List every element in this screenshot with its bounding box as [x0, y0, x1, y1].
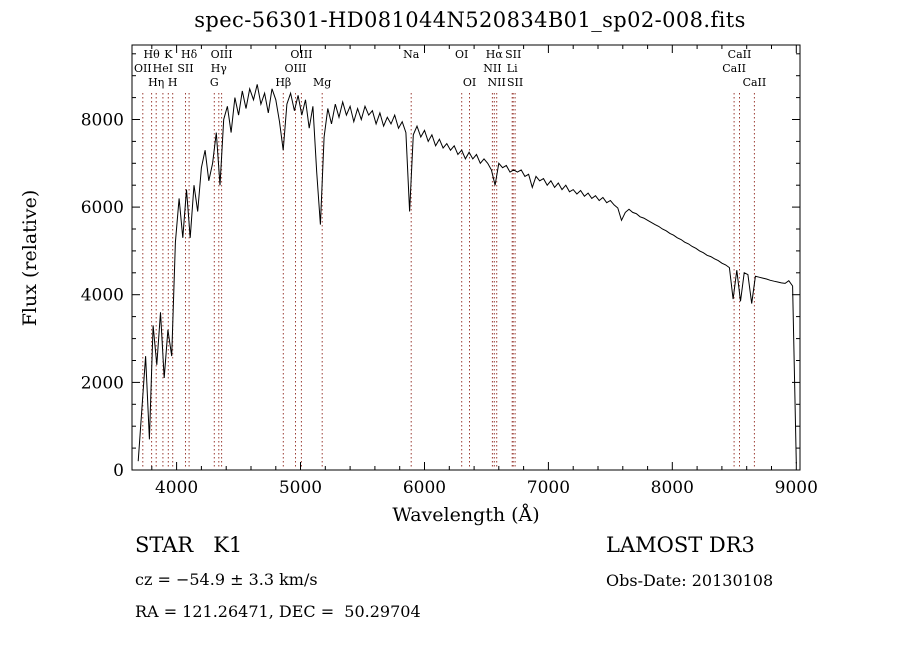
spectral-line-label: NII: [488, 76, 506, 89]
y-tick-label: 4000: [81, 286, 124, 306]
cz-value: cz = −54.9 ± 3.3 km/s: [135, 570, 318, 589]
x-tick-label: 9000: [775, 478, 818, 498]
spectral-line-label: H: [168, 76, 178, 89]
spectral-line-label: G: [210, 76, 219, 89]
spectral-line-label: OIII: [290, 48, 312, 61]
x-tick-label: 6000: [403, 478, 446, 498]
spectral-line-label: OIII: [284, 62, 306, 75]
x-tick-label: 4000: [155, 478, 198, 498]
spectral-line-label: HeI: [153, 62, 173, 75]
survey-label: LAMOST DR3: [606, 533, 755, 557]
spectral-line-label: CaII: [728, 48, 752, 61]
obs-date: Obs-Date: 20130108: [606, 571, 774, 590]
y-axis-label: Flux (relative): [19, 189, 41, 327]
spectral-line-label: SII: [505, 48, 521, 61]
spectral-line-label: OIII: [211, 48, 233, 61]
spectral-line-label: OII: [134, 62, 152, 75]
spectral-line-label: Hη: [148, 76, 164, 89]
plot-title: spec-56301-HD081044N520834B01_sp02-008.f…: [194, 8, 746, 32]
spectral-line-label: OI: [455, 48, 468, 61]
spectral-line-label: Hα: [486, 48, 504, 61]
x-axis-label: Wavelength (Å): [392, 504, 540, 526]
spectral-line-label: NII: [483, 62, 501, 75]
y-tick-label: 8000: [81, 111, 124, 131]
spectrum-line: [137, 84, 797, 464]
spectral-line-label: Na: [403, 48, 420, 61]
spectral-line-label: K: [164, 48, 173, 61]
spectral-line-label: Hβ: [275, 76, 291, 89]
x-tick-label: 5000: [279, 478, 322, 498]
x-tick-label: 8000: [651, 478, 694, 498]
y-tick-label: 6000: [81, 198, 124, 218]
spectral-line-label: OI: [463, 76, 476, 89]
y-tick-label: 0: [113, 461, 124, 481]
x-tick-label: 7000: [527, 478, 570, 498]
spectral-line-label: Hγ: [211, 62, 228, 75]
ra-dec-value: RA = 121.26471, DEC = 50.29704: [135, 602, 421, 621]
spectral-line-label: Mg: [313, 76, 331, 89]
spectral-line-label: SII: [177, 62, 193, 75]
plot-border: [131, 44, 801, 471]
spectral-line-label: CaII: [743, 76, 767, 89]
spectral-line-label: Hθ: [143, 48, 160, 61]
spectral-line-label: CaII: [722, 62, 746, 75]
spectral-line-label: Li: [507, 62, 518, 75]
spectral-line-label: Hδ: [181, 48, 198, 61]
object-class-label: STAR K1: [135, 533, 243, 557]
y-tick-label: 2000: [81, 373, 124, 393]
spectral-line-label: SII: [507, 76, 523, 89]
